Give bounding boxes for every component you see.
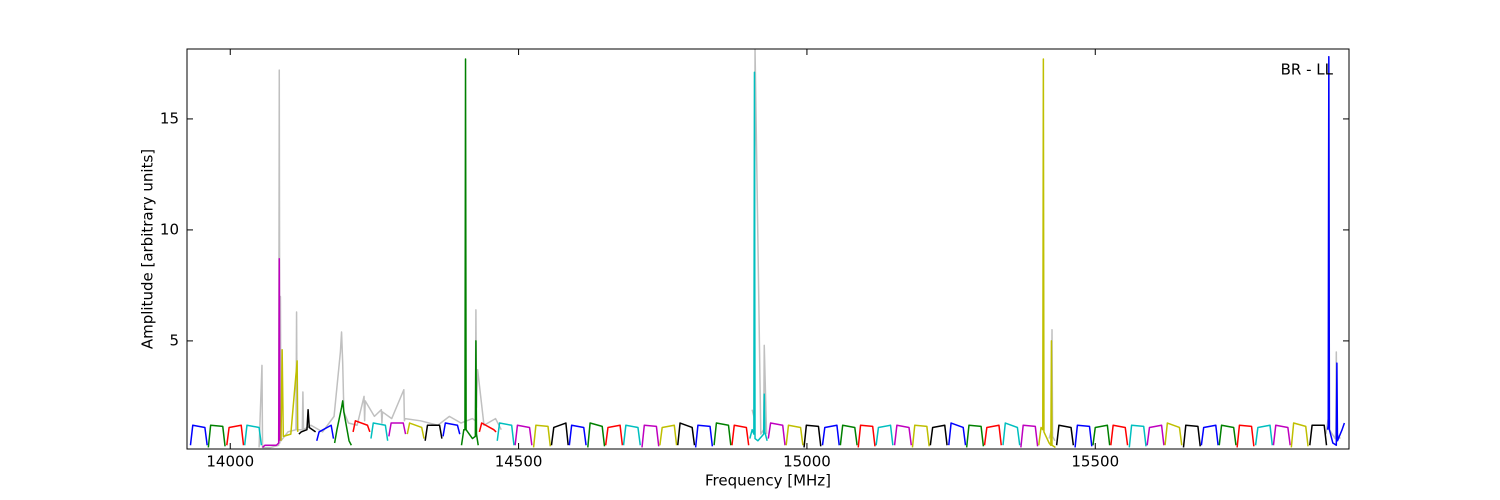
y-axis-label: Amplitude [arbitrary units] — [139, 149, 157, 349]
spectrum-line — [478, 422, 497, 433]
spectrum-line — [1326, 56, 1346, 446]
x-tick-label: 15500 — [1071, 453, 1119, 471]
spectrum-line — [207, 424, 226, 448]
x-axis-label: Frequency [MHz] — [705, 472, 831, 490]
spectrum-line — [1128, 424, 1147, 448]
y-tick-label: 15 — [160, 109, 179, 127]
spectrum-line — [803, 424, 822, 448]
spectrum-line — [258, 49, 1341, 449]
spectrum-line — [659, 424, 678, 446]
plot-frame — [186, 48, 1350, 450]
spectrum-line — [496, 422, 515, 446]
spectrum-line — [280, 349, 299, 441]
spectrum-line — [316, 424, 335, 441]
spectrum-line — [948, 422, 967, 446]
spectrum-line — [1092, 424, 1111, 446]
spectrum-line — [1290, 422, 1309, 448]
spectrum-line — [298, 408, 317, 435]
spectrum-line — [1200, 424, 1219, 446]
spectrum-line — [460, 58, 479, 446]
spectrum-line — [568, 424, 587, 446]
spectrum-line — [1272, 424, 1291, 446]
spectrum-line — [839, 424, 858, 446]
spectrum-line — [965, 424, 985, 448]
spectrum-line — [189, 424, 208, 446]
spectrum-line — [1146, 424, 1165, 446]
spectrum-line — [226, 424, 245, 446]
spectrum-line — [333, 400, 353, 446]
spectrum-line — [694, 424, 714, 448]
y-tick-label: 10 — [160, 220, 179, 238]
spectrum-line — [243, 424, 263, 446]
spectrum-line — [424, 424, 443, 441]
spectrum-line — [514, 424, 533, 446]
spectrum-line — [262, 258, 281, 448]
spectrum-line — [1020, 424, 1039, 448]
spectrum-line — [767, 422, 786, 446]
spectrum-line — [731, 424, 750, 446]
spectrum-line — [857, 424, 876, 448]
x-tick-label: 15000 — [783, 453, 831, 471]
spectrum-line — [677, 422, 696, 446]
spectrum-line — [821, 424, 840, 446]
spectrum-line — [911, 424, 930, 448]
spectrum-line — [406, 422, 425, 439]
spectrum-line — [442, 422, 461, 437]
spectrum-line — [893, 424, 913, 446]
spectrum-line — [532, 424, 552, 448]
spectrum-line — [875, 424, 894, 446]
spectrum-line — [1309, 424, 1328, 446]
spectrum-line — [388, 422, 407, 437]
plot-lines — [189, 49, 1346, 449]
spectrum-line — [1236, 424, 1255, 448]
spectrum-line — [749, 71, 768, 442]
spectrum-line — [1164, 422, 1183, 446]
spectrum-line — [604, 424, 624, 446]
spectrum-line — [785, 424, 804, 446]
spectrum-line — [622, 424, 642, 446]
spectrum-line — [1002, 422, 1021, 446]
spectrum-line — [587, 422, 606, 448]
spectrum-line — [929, 424, 948, 446]
spectrum-line — [983, 424, 1003, 446]
spectrum-line — [641, 424, 660, 448]
spectrum-line — [1055, 424, 1075, 446]
spectrum-line — [713, 422, 732, 446]
spectrum-line — [1254, 424, 1274, 446]
x-tick-label: 14500 — [495, 453, 543, 471]
spectrum-line — [1038, 58, 1056, 449]
spectrum-line — [1182, 424, 1201, 448]
y-tick-label: 5 — [169, 331, 179, 349]
annotation: BR - LL — [1281, 61, 1334, 79]
x-tick-label: 14000 — [206, 453, 254, 471]
spectrum-line — [1110, 424, 1129, 446]
spectrum-line — [370, 422, 389, 441]
spectrum-line — [1074, 424, 1093, 448]
spectrum-line — [550, 422, 569, 446]
spectrum-line — [352, 420, 371, 433]
spectrum-line — [1218, 424, 1237, 446]
